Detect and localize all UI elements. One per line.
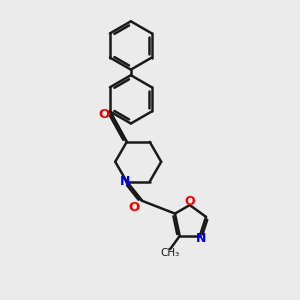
Text: O: O [184,195,195,208]
Text: N: N [120,175,130,188]
Text: O: O [98,109,109,122]
Text: O: O [128,201,140,214]
Text: CH₃: CH₃ [160,248,180,258]
Text: N: N [196,232,206,245]
